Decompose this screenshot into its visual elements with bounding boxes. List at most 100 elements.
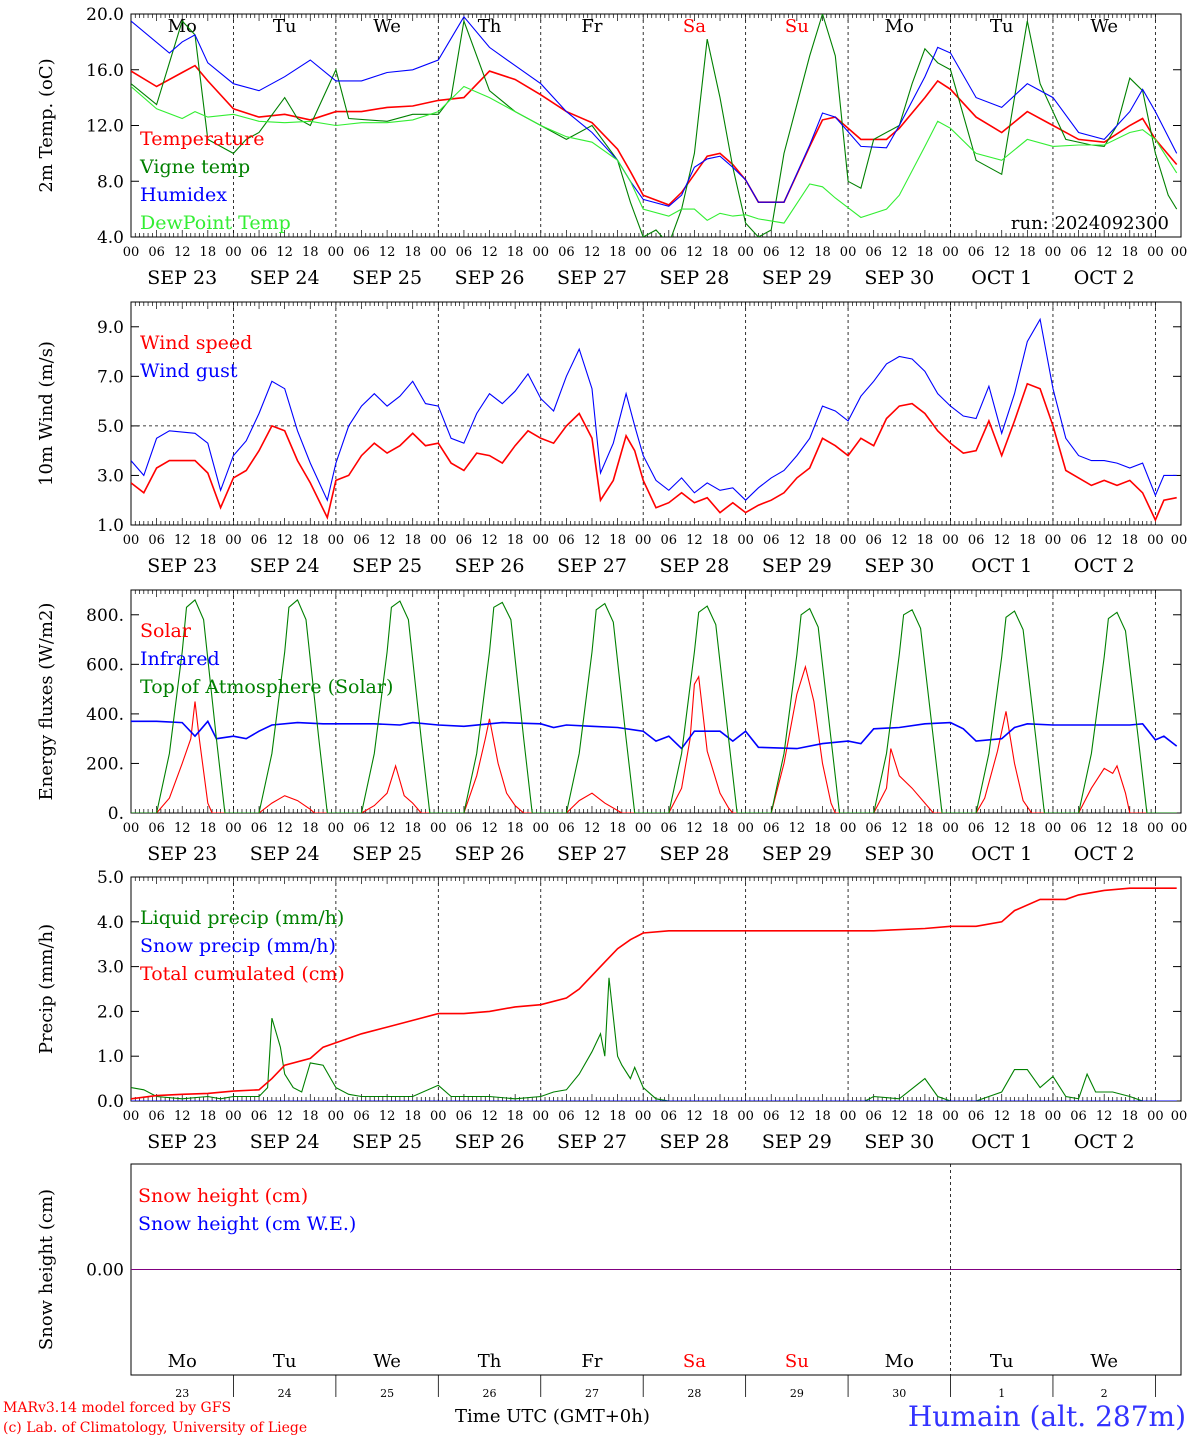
hour-tick-label: 00 <box>1045 821 1062 836</box>
date-label: SEP 23 <box>147 1131 217 1153</box>
date-label: SEP 23 <box>147 267 217 289</box>
date-label: OCT 2 <box>1074 555 1135 577</box>
date-label: SEP 27 <box>557 1131 627 1153</box>
series-line <box>131 14 1178 237</box>
legend-entry: Liquid precip (mm/h) <box>140 907 344 929</box>
y-tick-label: 5.0 <box>97 868 124 888</box>
date-label: SEP 25 <box>352 843 422 865</box>
hour-tick-label: 00 <box>1147 821 1164 836</box>
hour-tick-label: 18 <box>1019 533 1036 548</box>
legend-entry: Top of Atmosphere (Solar) <box>140 676 393 698</box>
hour-tick-label: 12 <box>174 1109 191 1124</box>
series-line <box>131 317 1177 502</box>
hour-tick-label: 18 <box>917 245 934 260</box>
weekday-label: Su <box>785 16 809 37</box>
y-tick-label: 1.0 <box>97 516 124 536</box>
hour-tick-label: 06 <box>251 533 268 548</box>
hour-tick-label: 12 <box>789 821 806 836</box>
hour-tick-label: 00 <box>737 245 754 260</box>
y-axis-label: Energy fluxes (W/m2) <box>36 603 57 801</box>
hour-tick-label: 00 <box>532 1109 549 1124</box>
hour-tick-label: 18 <box>917 533 934 548</box>
hour-tick-label: 12 <box>174 533 191 548</box>
hour-tick-label: 18 <box>1122 1109 1139 1124</box>
legend-entry: Humidex <box>140 184 227 206</box>
hour-tick-label: 00 <box>1171 821 1188 836</box>
hour-tick-label: 06 <box>865 533 882 548</box>
hour-tick-label: 18 <box>1122 533 1139 548</box>
hour-tick-label: 06 <box>763 821 780 836</box>
hour-tick-label: 00 <box>328 821 345 836</box>
hour-tick-label: 18 <box>917 1109 934 1124</box>
hour-tick-label: 06 <box>148 821 165 836</box>
date-label: OCT 1 <box>971 555 1032 577</box>
series-line <box>131 85 1178 224</box>
hour-tick-label: 12 <box>584 1109 601 1124</box>
hour-tick-label: 00 <box>1045 533 1062 548</box>
date-label: SEP 29 <box>762 1131 832 1153</box>
hour-tick-label: 18 <box>1122 245 1139 260</box>
date-label: SEP 26 <box>455 1131 525 1153</box>
hour-tick-label: 12 <box>686 533 703 548</box>
hour-tick-label: 00 <box>840 821 857 836</box>
date-label: SEP 26 <box>455 843 525 865</box>
hour-tick-label: 12 <box>1096 821 1113 836</box>
hour-tick-label: 18 <box>814 821 831 836</box>
weekday-label: Tu <box>273 1351 297 1372</box>
series-line <box>131 15 1178 207</box>
y-tick-label: 4.0 <box>97 913 124 933</box>
weekday-label: We <box>373 16 401 37</box>
series-line <box>131 382 1177 522</box>
y-tick-label: 20.0 <box>86 5 124 25</box>
hour-tick-label: 12 <box>891 533 908 548</box>
day-number-label: 26 <box>483 1387 497 1400</box>
hour-tick-label: 12 <box>276 533 293 548</box>
weekday-label: We <box>1090 1351 1118 1372</box>
hour-tick-label: 18 <box>507 1109 524 1124</box>
date-label: SEP 23 <box>147 843 217 865</box>
hour-tick-label: 18 <box>1019 1109 1036 1124</box>
panel-frame <box>130 589 1182 814</box>
hour-tick-label: 00 <box>532 245 549 260</box>
date-label: SEP 28 <box>659 555 729 577</box>
weekday-label: Tu <box>273 16 297 37</box>
hour-tick-label: 18 <box>404 245 421 260</box>
weekday-label: Mo <box>885 16 914 37</box>
date-label: SEP 30 <box>864 555 934 577</box>
hour-tick-label: 12 <box>686 245 703 260</box>
hour-tick-label: 18 <box>814 533 831 548</box>
hour-tick-label: 12 <box>993 1109 1010 1124</box>
hour-tick-label: 18 <box>200 821 217 836</box>
hour-tick-label: 18 <box>302 821 319 836</box>
hour-tick-label: 06 <box>251 1109 268 1124</box>
hour-tick-label: 06 <box>1070 821 1087 836</box>
y-tick-label: 4.0 <box>97 228 124 248</box>
hour-tick-label: 06 <box>558 245 575 260</box>
legend-entry: DewPoint Temp <box>140 212 291 234</box>
hour-tick-label: 18 <box>609 821 626 836</box>
hour-tick-label: 06 <box>1070 533 1087 548</box>
date-label: SEP 24 <box>250 1131 320 1153</box>
date-label: OCT 1 <box>971 843 1032 865</box>
date-label: SEP 29 <box>762 843 832 865</box>
hour-tick-label: 06 <box>763 245 780 260</box>
y-tick-label: 3.0 <box>97 466 124 486</box>
hour-tick-label: 00 <box>123 533 140 548</box>
hour-tick-label: 06 <box>1070 245 1087 260</box>
day-number-label: 2 <box>1101 1387 1108 1400</box>
hour-tick-label: 06 <box>661 533 678 548</box>
date-label: SEP 25 <box>352 267 422 289</box>
hour-tick-label: 12 <box>379 245 396 260</box>
hour-tick-label: 00 <box>328 533 345 548</box>
hour-tick-label: 06 <box>661 245 678 260</box>
date-label: OCT 1 <box>971 267 1032 289</box>
hour-tick-label: 06 <box>456 245 473 260</box>
meteogram-chart: 00 06 12 18 00 06 12 18 00 06 12 18 00 06 12 18 00 06 12 18… <box>36 5 1188 1400</box>
legend-entry: Infrared <box>140 648 220 670</box>
station-name: Humain (alt. 287m) <box>907 1400 1186 1433</box>
legend-entry: Snow height (cm W.E.) <box>138 1213 356 1235</box>
hour-tick-label: 06 <box>763 1109 780 1124</box>
hour-tick-label: 12 <box>686 821 703 836</box>
hour-tick-label: 18 <box>302 245 319 260</box>
hour-tick-label: 00 <box>635 245 652 260</box>
